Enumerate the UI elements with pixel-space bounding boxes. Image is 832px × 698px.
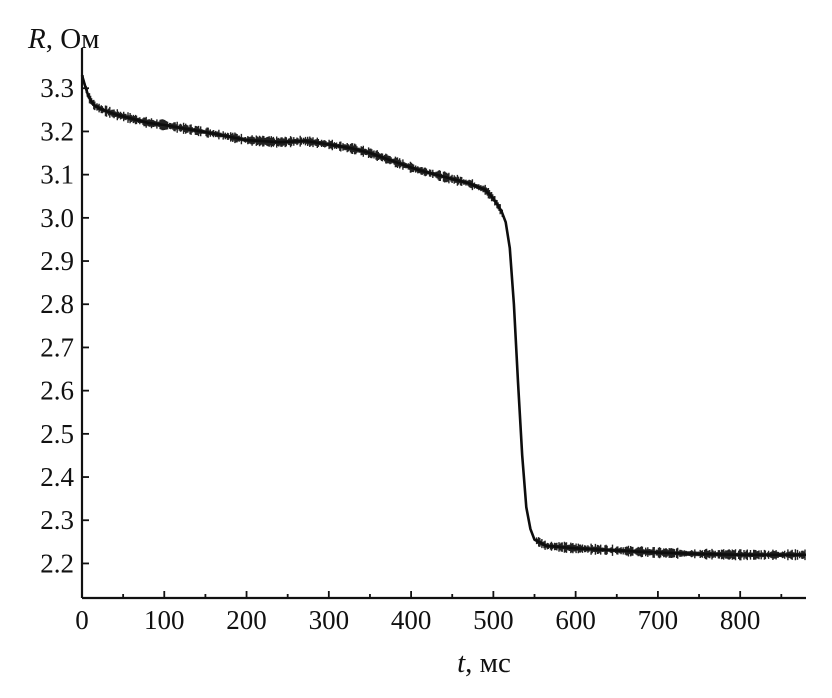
- series-noise: [81, 71, 806, 561]
- x-tick-label: 600: [555, 605, 596, 635]
- x-axis-variable: t: [457, 647, 466, 679]
- noise-band: [81, 71, 806, 561]
- y-tick-label: 2.6: [40, 376, 74, 406]
- y-tick-label: 3.2: [40, 116, 74, 146]
- y-ticks: 2.2 2.3 2.4 2.5 2.6 2.7 2.8 2.9 3.0 3.1 3.2 3.3: [40, 73, 89, 578]
- x-tick-label: 500: [473, 605, 514, 635]
- y-tick-label: 2.5: [40, 419, 74, 449]
- x-tick-label: 800: [720, 605, 761, 635]
- y-tick-label: 2.9: [40, 246, 74, 276]
- y-tick-label: 2.7: [40, 332, 74, 362]
- y-tick-label: 2.8: [40, 289, 74, 319]
- x-tick-label: 200: [226, 605, 267, 635]
- x-tick-label: 100: [144, 605, 185, 635]
- x-ticks: 0 100 200 300 400 500 600 700 800: [75, 591, 783, 635]
- y-tick-label: 2.3: [40, 505, 74, 535]
- y-axis-variable: R: [27, 23, 46, 55]
- y-tick-label: 3.1: [40, 160, 74, 190]
- y-axis-unit: , Ом: [46, 23, 100, 55]
- x-tick-label: 400: [391, 605, 432, 635]
- x-tick-label: 300: [309, 605, 350, 635]
- series-line: [80, 74, 806, 557]
- x-axis-title: t, мс: [457, 647, 511, 679]
- y-tick-label: 2.4: [40, 462, 74, 492]
- x-tick-label: 700: [638, 605, 679, 635]
- series-line-group: [80, 74, 806, 557]
- y-tick-label: 2.2: [40, 548, 74, 578]
- x-axis-unit: , мс: [465, 647, 511, 679]
- y-axis-title: R, Ом: [27, 23, 100, 55]
- y-tick-label: 3.3: [40, 73, 74, 103]
- axes: [80, 48, 806, 600]
- y-tick-label: 3.0: [40, 203, 74, 233]
- x-tick-label: 0: [75, 605, 89, 635]
